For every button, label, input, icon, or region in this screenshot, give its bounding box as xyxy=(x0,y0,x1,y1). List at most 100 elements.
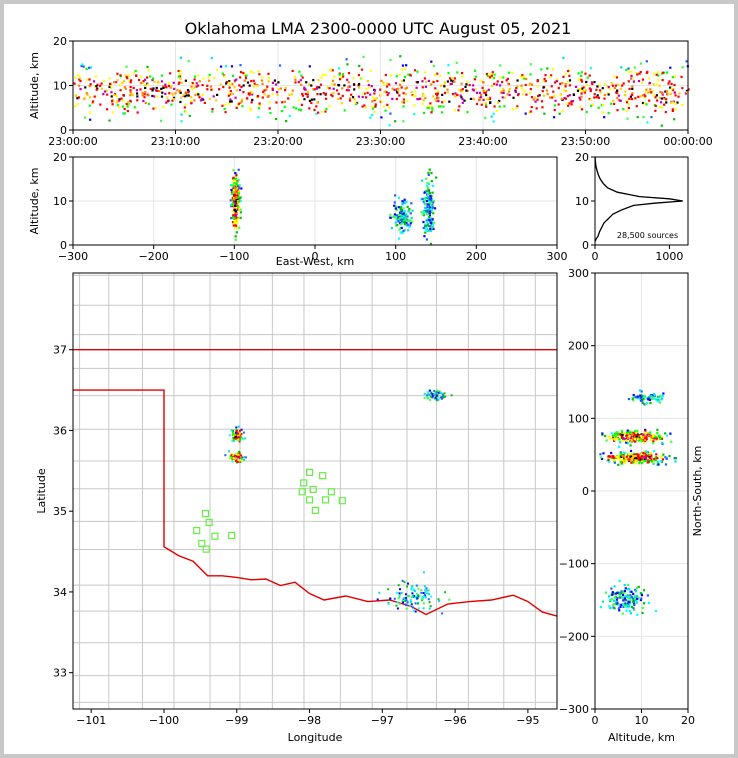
source-point xyxy=(634,430,637,433)
source-point xyxy=(252,71,255,74)
source-point xyxy=(646,453,649,457)
source-point xyxy=(426,205,429,209)
source-point xyxy=(239,439,242,442)
source-point xyxy=(529,110,532,113)
source-point xyxy=(621,435,624,438)
source-point xyxy=(667,82,670,85)
source-point xyxy=(234,235,237,238)
source-point xyxy=(231,204,234,208)
source-point xyxy=(627,597,630,600)
source-point xyxy=(199,99,203,102)
source-point xyxy=(210,88,213,91)
source-point xyxy=(568,94,571,97)
source-point xyxy=(430,83,433,86)
source-point xyxy=(129,89,132,92)
x-tick-label: 0 xyxy=(592,250,599,263)
source-point xyxy=(654,109,657,112)
source-point xyxy=(554,81,557,84)
source-point xyxy=(626,457,630,460)
source-point xyxy=(421,598,424,601)
source-point xyxy=(389,597,392,600)
source-point xyxy=(674,94,677,97)
source-point xyxy=(423,199,426,202)
source-point xyxy=(389,216,392,219)
source-point xyxy=(400,79,404,82)
source-point xyxy=(488,74,491,77)
source-point xyxy=(332,91,335,95)
source-point xyxy=(234,185,237,188)
source-point xyxy=(164,85,167,88)
source-point xyxy=(618,99,621,102)
source-point xyxy=(422,214,425,217)
lma-station xyxy=(327,488,335,496)
source-point xyxy=(481,86,484,89)
source-point xyxy=(369,69,372,72)
source-point xyxy=(642,433,645,437)
source-point xyxy=(622,599,625,602)
source-point xyxy=(650,458,653,461)
source-point xyxy=(171,92,174,95)
source-point xyxy=(628,609,631,613)
source-point xyxy=(638,439,641,442)
source-point xyxy=(671,109,674,113)
source-point xyxy=(580,89,583,92)
source-point xyxy=(641,606,644,610)
source-point xyxy=(232,189,236,192)
source-point xyxy=(431,106,434,110)
source-point xyxy=(431,184,435,188)
source-point xyxy=(387,92,390,95)
source-point xyxy=(485,105,488,108)
source-point xyxy=(261,96,264,99)
source-point xyxy=(613,585,616,588)
source-point xyxy=(636,455,639,458)
source-point xyxy=(644,435,647,439)
source-point xyxy=(628,605,631,608)
source-point xyxy=(626,595,629,599)
source-point xyxy=(631,92,634,95)
source-point xyxy=(394,82,398,85)
source-point xyxy=(119,89,122,92)
source-point xyxy=(630,461,633,464)
source-point xyxy=(558,112,561,115)
source-point xyxy=(620,66,623,69)
source-point xyxy=(603,97,606,100)
source-point xyxy=(640,395,643,399)
source-point xyxy=(550,74,553,77)
source-point xyxy=(242,456,245,459)
source-point xyxy=(403,597,406,600)
source-point xyxy=(185,91,188,94)
source-point xyxy=(657,434,661,437)
source-point xyxy=(433,389,436,392)
lma-station xyxy=(300,479,308,487)
source-point xyxy=(400,226,403,230)
source-point xyxy=(515,107,518,110)
source-point xyxy=(440,111,444,114)
source-point xyxy=(581,87,584,90)
source-point xyxy=(147,102,151,106)
source-point xyxy=(396,607,399,610)
source-point xyxy=(670,87,673,90)
source-point xyxy=(624,93,627,97)
source-point xyxy=(231,460,234,463)
source-point xyxy=(651,442,655,445)
source-point xyxy=(633,66,636,69)
y-tick-label: 10 xyxy=(53,80,67,93)
source-point xyxy=(472,89,475,92)
source-point xyxy=(395,209,399,212)
source-point xyxy=(428,215,431,219)
source-point xyxy=(457,88,460,91)
source-point xyxy=(348,99,352,102)
lma-station xyxy=(309,485,317,493)
source-point xyxy=(125,75,128,78)
source-point xyxy=(614,84,618,87)
source-point xyxy=(237,102,240,105)
source-point xyxy=(632,600,635,604)
source-point xyxy=(257,70,260,73)
source-point xyxy=(585,84,589,87)
source-point xyxy=(506,93,509,96)
source-point xyxy=(74,94,78,98)
source-point xyxy=(341,94,344,97)
y-tick-label: 33 xyxy=(53,667,67,680)
source-point xyxy=(357,84,360,87)
source-point xyxy=(404,603,407,606)
